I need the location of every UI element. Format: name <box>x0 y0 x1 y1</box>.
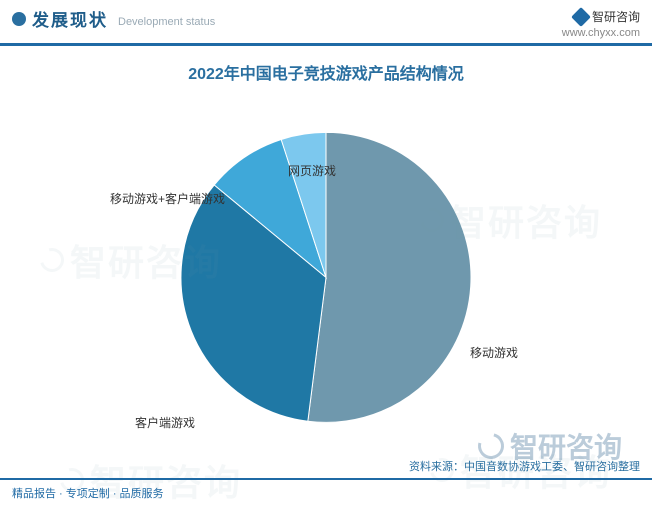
source-line: 资料来源：中国音数协游戏工委、智研咨询整理 <box>409 458 640 474</box>
brand-name: 智研咨询 <box>592 8 640 25</box>
chart-title: 2022年中国电子竞技游戏产品结构情况 <box>0 60 652 84</box>
slice-label: 移动游戏+客户端游戏 <box>110 190 225 207</box>
brand-url: www.chyxx.com <box>562 27 640 39</box>
watermark-logo-icon <box>36 244 69 277</box>
header-title-en: Development status <box>118 16 215 28</box>
brand-logo-icon <box>571 7 591 27</box>
header: 发展现状 Development status 智研咨询 www.chyxx.c… <box>0 0 652 39</box>
header-right: 智研咨询 www.chyxx.com <box>562 6 640 39</box>
chart-area: 移动游戏客户端游戏移动游戏+客户端游戏网页游戏智研咨询智研咨询智研咨询智研咨询 <box>0 94 652 454</box>
header-title-zh: 发展现状 <box>32 6 108 31</box>
header-divider <box>0 43 652 46</box>
header-left: 发展现状 Development status <box>12 6 215 31</box>
watermark-text: 智研咨询 <box>450 194 602 246</box>
footer-left: 精品报告 · 专项定制 · 品质服务 <box>12 481 164 501</box>
brand: 智研咨询 <box>562 8 640 25</box>
slice-label: 网页游戏 <box>288 162 336 179</box>
slice-label: 客户端游戏 <box>135 414 195 431</box>
dot-icon <box>12 12 26 26</box>
slice-label: 移动游戏 <box>470 344 518 361</box>
footer: 精品报告 · 专项定制 · 品质服务 <box>0 478 652 504</box>
